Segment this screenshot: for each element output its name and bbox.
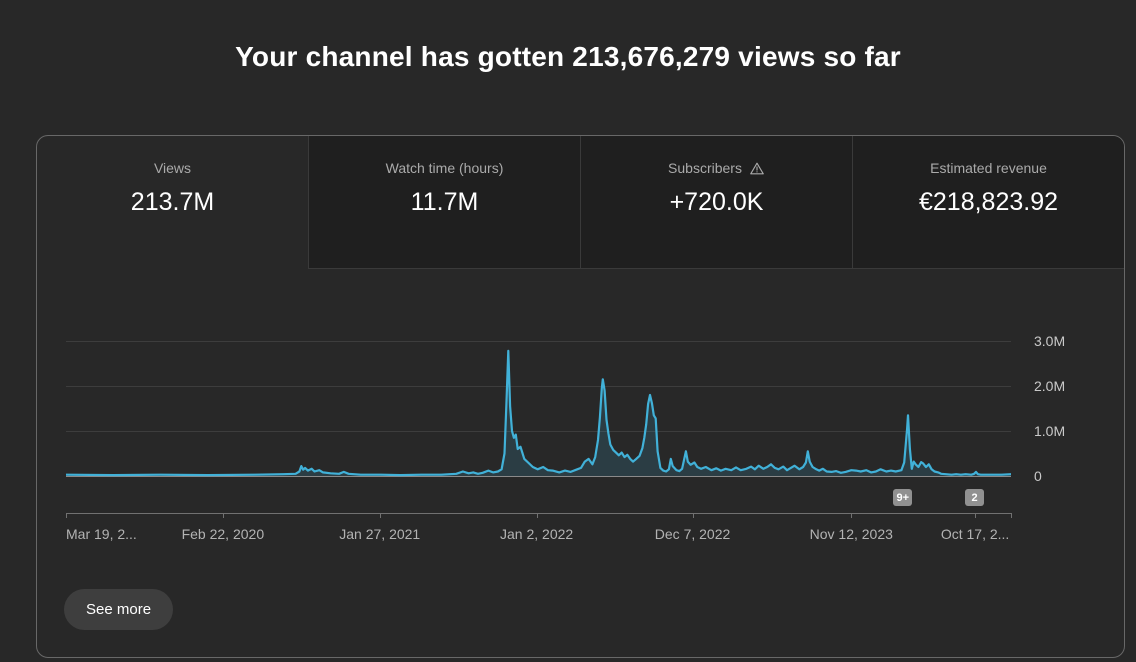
views-line-plot[interactable] — [66, 331, 1011, 483]
x-axis-label: Jan 2, 2022 — [500, 526, 574, 542]
tab-watch-time-value: 11.7M — [410, 188, 479, 216]
video-marker-badge[interactable]: 2 — [965, 489, 985, 506]
x-axis-label: Jan 27, 2021 — [339, 526, 421, 542]
see-more-button[interactable]: See more — [64, 589, 174, 630]
x-axis-tick — [222, 513, 224, 518]
views-chart[interactable]: 3.0M 2.0M 1.0M 0 Mar 19, 2... Feb 22, 2020 Jan… — [37, 269, 1124, 657]
tab-watch-time-label: Watch time (hours) — [385, 160, 504, 176]
x-axis-tick — [379, 513, 381, 518]
metric-tabs: Views 213.7M Watch time (hours) 11.7M Su… — [37, 136, 1124, 269]
x-axis-label: Nov 12, 2023 — [809, 526, 893, 542]
x-axis-line — [66, 513, 1011, 514]
gridline-2.0M — [66, 386, 1011, 387]
y-axis-label: 3.0M — [1034, 333, 1066, 349]
tab-watch-time[interactable]: Watch time (hours) 11.7M — [308, 136, 580, 269]
y-axis-label: 0 — [1034, 468, 1042, 484]
views-area-fill — [66, 350, 1011, 476]
tab-views[interactable]: Views 213.7M — [37, 136, 308, 269]
x-axis-label: Dec 7, 2022 — [654, 526, 731, 542]
tab-subscribers-label: Subscribers — [668, 160, 765, 176]
y-axis-label: 1.0M — [1034, 423, 1066, 439]
x-axis-tick — [692, 513, 694, 518]
tab-subscribers-value: +720.0K — [669, 188, 764, 216]
gridline-1.0M — [66, 431, 1011, 432]
video-marker-badge[interactable]: 9+ — [893, 489, 913, 506]
x-axis-tick — [1011, 513, 1012, 518]
x-axis-label: Mar 19, 2... — [66, 526, 137, 542]
x-axis-label: Feb 22, 2020 — [181, 526, 265, 542]
gridline-0 — [66, 476, 1011, 477]
x-axis-tick — [975, 513, 977, 518]
gridline-3.0M — [66, 341, 1011, 342]
tab-estimated-revenue-value: €218,823.92 — [918, 188, 1059, 216]
analytics-card: Views 213.7M Watch time (hours) 11.7M Su… — [36, 135, 1125, 658]
tab-subscribers[interactable]: Subscribers +720.0K — [580, 136, 852, 269]
tab-estimated-revenue[interactable]: Estimated revenue €218,823.92 — [852, 136, 1124, 269]
views-line — [66, 349, 1011, 477]
y-axis-label: 2.0M — [1034, 378, 1066, 394]
tab-views-label: Views — [153, 160, 192, 176]
x-axis-tick — [66, 513, 67, 518]
x-axis-label: Oct 17, 2... — [940, 526, 1010, 542]
x-axis-tick — [851, 513, 853, 518]
page-title: Your channel has gotten 213,676,279 view… — [235, 41, 901, 72]
tab-estimated-revenue-label: Estimated revenue — [930, 160, 1047, 176]
tab-views-value: 213.7M — [130, 188, 215, 216]
warning-icon[interactable] — [749, 161, 765, 176]
x-axis-tick — [536, 513, 538, 518]
